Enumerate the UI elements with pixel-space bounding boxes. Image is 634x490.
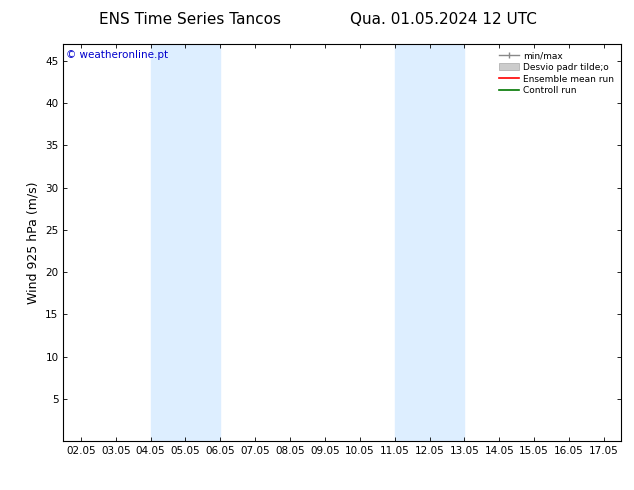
Text: ENS Time Series Tancos: ENS Time Series Tancos — [99, 12, 281, 27]
Bar — [394, 44, 464, 441]
Y-axis label: Wind 925 hPa (m/s): Wind 925 hPa (m/s) — [27, 181, 40, 304]
Bar — [150, 44, 221, 441]
Text: © weatheronline.pt: © weatheronline.pt — [66, 50, 168, 60]
Legend: min/max, Desvio padr tilde;o, Ensemble mean run, Controll run: min/max, Desvio padr tilde;o, Ensemble m… — [496, 49, 617, 98]
Text: Qua. 01.05.2024 12 UTC: Qua. 01.05.2024 12 UTC — [351, 12, 537, 27]
